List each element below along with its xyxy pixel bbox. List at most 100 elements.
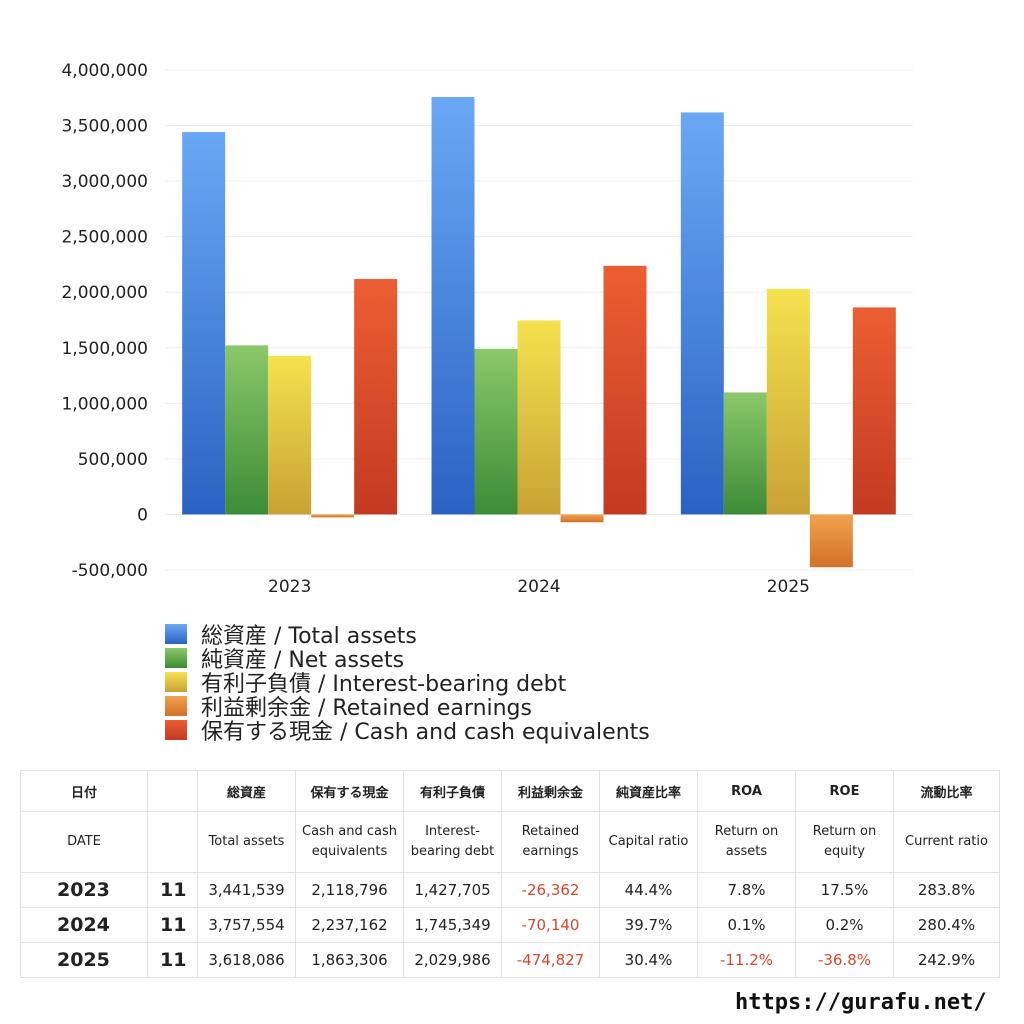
- bar-2023-series-3: [311, 514, 355, 518]
- current-ratio-cell: 283.8%: [893, 872, 1000, 908]
- month-cell: 11: [147, 907, 198, 943]
- month-cell: 11: [147, 872, 198, 908]
- bars: [182, 96, 896, 568]
- legend-item-cash: 保有する現金 / Cash and cash equivalents: [165, 718, 650, 745]
- bar-2025-series-3: [809, 514, 853, 568]
- table-row: 2025 11 3,618,086 1,863,306 2,029,986 -4…: [20, 942, 1000, 978]
- roe-cell: 0.2%: [795, 907, 894, 943]
- legend-item-interest-bearing-debt: 有利子負債 / Interest-bearing debt: [165, 670, 650, 697]
- bar-chart: 4,000,000 3,500,000 3,000,000 2,500,000 2,00…: [61, 61, 913, 597]
- year-cell: 2025: [20, 942, 148, 978]
- header-cell: DATE: [20, 811, 148, 873]
- legend-item-net-assets: 純資産 / Net assets: [165, 646, 650, 673]
- bar-2025-series-0: [680, 112, 724, 515]
- bar-2023-series-4: [354, 279, 398, 515]
- bar-2024-series-0: [431, 96, 475, 515]
- month-cell: 11: [147, 942, 198, 978]
- header-cell: 流動比率: [893, 770, 1000, 812]
- retained-earnings-cell: -26,362: [501, 872, 600, 908]
- header-cell: 純資産比率: [599, 770, 698, 812]
- header-cell: ROA: [697, 770, 796, 812]
- y-tick-label: 3,500,000: [61, 117, 148, 137]
- roe-cell: -36.8%: [795, 942, 894, 978]
- table-row: 2023 11 3,441,539 2,118,796 1,427,705 -2…: [20, 872, 1000, 908]
- legend-swatch: [165, 648, 187, 668]
- bar-2023-series-2: [268, 355, 312, 515]
- cash-cell: 2,118,796: [295, 872, 404, 908]
- header-cell: Retained earnings: [501, 811, 600, 873]
- cash-cell: 2,237,162: [295, 907, 404, 943]
- bar-2024-series-1: [474, 349, 518, 515]
- y-tick-label: 2,500,000: [61, 228, 148, 248]
- header-cell: Return on equity: [795, 811, 894, 873]
- year-cell: 2024: [20, 907, 148, 943]
- header-cell: Cash and cash equivalents: [295, 811, 404, 873]
- debt-cell: 1,427,705: [403, 872, 502, 908]
- x-tick-label: 2024: [517, 577, 560, 597]
- total-assets-cell: 3,618,086: [197, 942, 296, 978]
- header-cell: 日付: [20, 770, 148, 812]
- roe-cell: 17.5%: [795, 872, 894, 908]
- current-ratio-cell: 280.4%: [893, 907, 1000, 943]
- header-cell: 利益剰余金: [501, 770, 600, 812]
- y-axis: 4,000,000 3,500,000 3,000,000 2,500,000 2,00…: [61, 61, 148, 581]
- y-tick-label: 1,500,000: [61, 339, 148, 359]
- y-tick-label: 0: [137, 505, 148, 525]
- total-assets-cell: 3,757,554: [197, 907, 296, 943]
- header-cell: 保有する現金: [295, 770, 404, 812]
- bar-2025-series-2: [766, 288, 810, 515]
- bar-2023-series-1: [225, 345, 269, 515]
- debt-cell: 1,745,349: [403, 907, 502, 943]
- legend-swatch: [165, 624, 187, 644]
- bar-2023-series-0: [182, 132, 226, 515]
- debt-cell: 2,029,986: [403, 942, 502, 978]
- capital-ratio-cell: 44.4%: [599, 872, 698, 908]
- y-tick-label: 3,000,000: [61, 172, 148, 192]
- cash-cell: 1,863,306: [295, 942, 404, 978]
- bar-2024-series-4: [603, 265, 647, 515]
- x-tick-label: 2023: [268, 577, 311, 597]
- current-ratio-cell: 242.9%: [893, 942, 1000, 978]
- roa-cell: 0.1%: [697, 907, 796, 943]
- legend-label: 有利子負債 / Interest-bearing debt: [201, 672, 567, 697]
- bar-2024-series-2: [517, 320, 561, 515]
- legend-swatch: [165, 696, 187, 716]
- year-cell: 2023: [20, 872, 148, 908]
- y-tick-label: 1,000,000: [61, 394, 148, 414]
- y-tick-label: 2,000,000: [61, 283, 148, 303]
- x-axis: 2023 2024 2025: [268, 577, 810, 597]
- legend-label: 総資産 / Total assets: [201, 624, 417, 649]
- bar-2025-series-1: [723, 392, 767, 515]
- x-tick-label: 2025: [767, 577, 810, 597]
- bar-2025-series-4: [852, 307, 896, 515]
- header-cell: [147, 770, 198, 812]
- y-tick-label: 500,000: [78, 450, 148, 470]
- header-cell: Return on assets: [697, 811, 796, 873]
- legend-label: 保有する現金 / Cash and cash equivalents: [201, 720, 650, 745]
- header-cell: [147, 811, 198, 873]
- header-cell: Interest-bearing debt: [403, 811, 502, 873]
- table-row: 2024 11 3,757,554 2,237,162 1,745,349 -7…: [20, 907, 1000, 943]
- header-cell: ROE: [795, 770, 894, 812]
- roa-cell: -11.2%: [697, 942, 796, 978]
- roa-cell: 7.8%: [697, 872, 796, 908]
- retained-earnings-cell: -70,140: [501, 907, 600, 943]
- financial-table: 日付 総資産 保有する現金 有利子負債 利益剰余金 純資産比率 ROA ROE …: [20, 770, 1000, 978]
- y-tick-label: -500,000: [72, 561, 148, 581]
- header-cell: 総資産: [197, 770, 296, 812]
- capital-ratio-cell: 39.7%: [599, 907, 698, 943]
- table-header-jp: 日付 総資産 保有する現金 有利子負債 利益剰余金 純資産比率 ROA ROE …: [20, 770, 1000, 812]
- capital-ratio-cell: 30.4%: [599, 942, 698, 978]
- legend-swatch: [165, 672, 187, 692]
- legend: 総資産 / Total assets 純資産 / Net assets 有利子負…: [165, 622, 650, 745]
- site-url: https://gurafu.net/: [735, 990, 987, 1015]
- legend-label: 利益剰余金 / Retained earnings: [201, 696, 532, 721]
- table-header-en: DATE Total assets Cash and cash equivale…: [20, 811, 1000, 873]
- total-assets-cell: 3,441,539: [197, 872, 296, 908]
- legend-item-total-assets: 総資産 / Total assets: [165, 622, 650, 649]
- legend-label: 純資産 / Net assets: [201, 648, 405, 673]
- y-tick-label: 4,000,000: [61, 61, 148, 81]
- legend-item-retained-earnings: 利益剰余金 / Retained earnings: [165, 694, 650, 721]
- header-cell: Capital ratio: [599, 811, 698, 873]
- header-cell: Current ratio: [893, 811, 1000, 873]
